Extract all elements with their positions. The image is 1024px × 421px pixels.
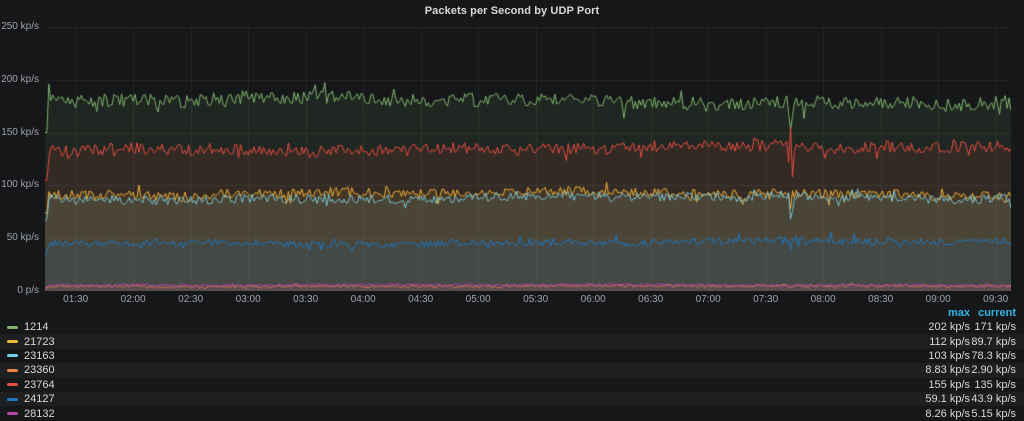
x-tick-label: 09:00	[925, 294, 951, 305]
legend-current-value: 43.9 kp/s	[971, 393, 1016, 406]
legend-max-value: 103 kp/s	[928, 349, 970, 362]
x-tick-label: 07:00	[695, 294, 721, 305]
legend-series-name[interactable]: 23360	[24, 364, 55, 377]
legend-series-name[interactable]: 23163	[24, 349, 55, 362]
legend-current-value: 78.3 kp/s	[971, 349, 1016, 362]
series-color-swatch-icon	[7, 340, 18, 344]
x-tick-label: 01:30	[63, 294, 89, 305]
legend-row[interactable]: 23360 8.83 kp/s 2.90 kp/s	[0, 363, 1024, 377]
series-color-swatch-icon	[7, 412, 18, 416]
plot-area	[45, 27, 1011, 291]
legend-header-max[interactable]: max	[947, 307, 970, 319]
x-tick-label: 09:30	[983, 294, 1009, 305]
panel-title: Packets per Second by UDP Port	[424, 5, 600, 17]
legend-series-name[interactable]: 24127	[24, 393, 55, 406]
legend-rows: 1214 202 kp/s 171 kp/s 21723 112 kp/s 89.7 kp…	[0, 320, 1024, 421]
legend-row[interactable]: 24127 59.1 kp/s 43.9 kp/s	[0, 392, 1024, 406]
x-tick-label: 08:00	[810, 294, 836, 305]
legend-series-name[interactable]: 28132	[24, 407, 55, 420]
x-tick-label: 06:30	[638, 294, 664, 305]
y-tick-label: 250 kp/s	[1, 21, 39, 32]
legend-header: max current	[0, 306, 1024, 320]
y-tick-label: 100 kp/s	[1, 179, 39, 191]
x-tick-label: 08:30	[868, 294, 894, 305]
x-tick-label: 04:00	[350, 294, 376, 305]
series-color-swatch-icon	[7, 368, 18, 372]
x-tick-label: 03:30	[293, 294, 319, 305]
series-color-swatch-icon	[7, 325, 18, 329]
legend-current-value: 2.90 kp/s	[971, 364, 1016, 377]
legend-table: max current 1214 202 kp/s 171 kp/s 21723 112…	[0, 306, 1024, 421]
y-tick-label: 200 kp/s	[1, 73, 39, 85]
x-tick-label: 05:00	[465, 294, 491, 305]
x-tick-label: 02:00	[120, 294, 146, 305]
legend-current-value: 89.7 kp/s	[971, 335, 1016, 348]
y-tick-label: 150 kp/s	[1, 126, 39, 138]
x-tick-label: 05:30	[523, 294, 549, 305]
legend-current-value: 5.15 kp/s	[971, 407, 1016, 420]
x-tick-label: 07:30	[753, 294, 779, 305]
legend-current-value: 171 kp/s	[974, 321, 1016, 334]
legend-max-value: 155 kp/s	[928, 378, 970, 391]
x-tick-label: 04:30	[408, 294, 434, 305]
legend-max-value: 202 kp/s	[928, 321, 970, 334]
x-tick-label: 02:30	[178, 294, 204, 305]
legend-row[interactable]: 28132 8.26 kp/s 5.15 kp/s	[0, 406, 1024, 420]
x-tick-label: 06:00	[580, 294, 606, 305]
legend-row[interactable]: 23764 155 kp/s 135 kp/s	[0, 378, 1024, 392]
legend-series-name[interactable]: 21723	[24, 335, 55, 348]
legend-max-value: 8.26 kp/s	[925, 407, 970, 420]
series-color-swatch-icon	[7, 354, 18, 358]
legend-row[interactable]: 21723 112 kp/s 89.7 kp/s	[0, 334, 1024, 348]
legend-max-value: 59.1 kp/s	[925, 393, 970, 406]
legend-series-name[interactable]: 23764	[24, 378, 55, 391]
legend-row[interactable]: 23163 103 kp/s 78.3 kp/s	[0, 349, 1024, 363]
legend-row[interactable]: 1214 202 kp/s 171 kp/s	[0, 320, 1024, 334]
legend-series-name[interactable]: 1214	[24, 321, 49, 334]
legend-max-value: 8.83 kp/s	[925, 364, 970, 377]
time-series-chart[interactable]	[45, 27, 1011, 291]
series-color-swatch-icon	[7, 397, 18, 401]
legend-header-current[interactable]: current	[978, 307, 1016, 319]
legend-max-value: 112 kp/s	[929, 335, 970, 348]
legend-current-value: 135 kp/s	[974, 378, 1016, 391]
y-tick-label: 50 kp/s	[6, 232, 39, 244]
y-tick-label: 0 p/s	[17, 285, 39, 296]
x-tick-label: 03:00	[235, 294, 261, 305]
series-color-swatch-icon	[7, 383, 18, 387]
